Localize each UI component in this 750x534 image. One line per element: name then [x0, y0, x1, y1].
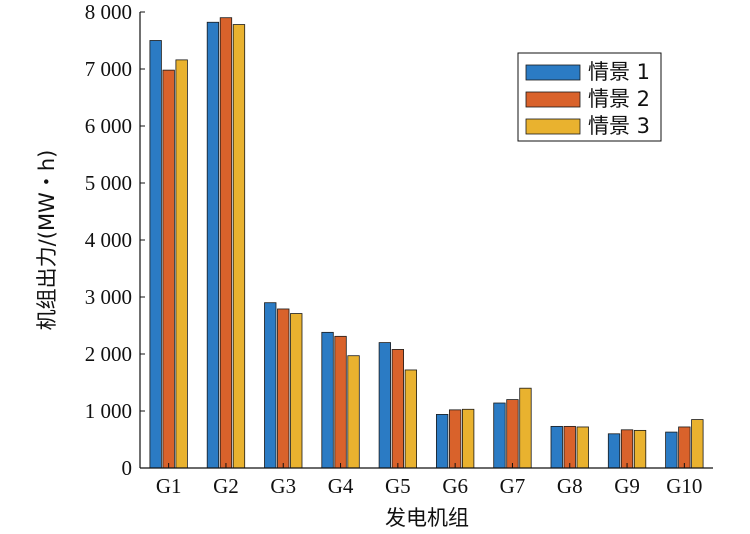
legend-label-series-3: 情景 3: [588, 114, 650, 138]
bar-g5-series-3: [404, 369, 418, 469]
legend-swatch-series-2: [525, 91, 581, 108]
x-tick-label: G10: [666, 474, 702, 498]
bar-g6-series-1: [435, 414, 449, 469]
y-tick-label: 4 000: [85, 228, 132, 252]
y-tick-label: 3 000: [85, 285, 132, 309]
legend-label-series-1: 情景 1: [588, 60, 650, 84]
x-tick-label: G1: [156, 474, 182, 498]
bar-g3-series-1: [264, 302, 277, 469]
bar-g9-series-2: [620, 429, 634, 469]
y-tick-label: 5 000: [85, 171, 132, 195]
bar-g1-series-1: [149, 40, 162, 469]
legend-swatch-series-3: [525, 118, 581, 135]
bar-g10-series-3: [691, 419, 704, 469]
y-tick-label: 1 000: [85, 399, 132, 423]
x-axis-title: 发电机组: [385, 506, 469, 530]
bar-g4-series-2: [334, 335, 347, 469]
bar-g9-series-3: [633, 429, 647, 469]
legend-swatch-series-1: [525, 64, 581, 81]
x-tick-label: G3: [270, 474, 296, 498]
bar-g8-series-2: [563, 425, 576, 469]
bar-g3-series-3: [290, 313, 303, 469]
bar-g2-series-1: [206, 21, 220, 469]
y-axis-title: 机组出力/(MW・h): [35, 150, 59, 331]
bar-g7-series-1: [493, 402, 506, 469]
x-tick-label: G9: [614, 474, 640, 498]
bar-g8-series-1: [550, 425, 563, 469]
bar-g6-series-3: [461, 408, 475, 469]
bar-g2-series-3: [232, 24, 246, 469]
bar-g1-series-3: [175, 59, 188, 469]
bar-g2-series-2: [219, 17, 233, 469]
bar-g10-series-1: [665, 431, 678, 469]
y-tick-label: 7 000: [85, 57, 132, 81]
bar-g9-series-1: [607, 433, 621, 469]
y-tick-label: 0: [122, 456, 133, 480]
x-tick-label: G5: [385, 474, 411, 498]
bar-g6-series-2: [448, 409, 462, 469]
bar-g5-series-2: [391, 349, 405, 469]
y-tick-label: 8 000: [85, 0, 132, 24]
bar-g4-series-3: [347, 355, 360, 469]
bar-g7-series-3: [519, 387, 532, 469]
ticks-group: 0 1 000 2 000 3 000 4 000 5 000 6 000 7 000 8 00…: [85, 0, 703, 498]
bar-g3-series-2: [277, 308, 290, 469]
bar-g10-series-2: [678, 426, 691, 469]
bar-g4-series-1: [321, 331, 334, 469]
y-tick-label: 2 000: [85, 342, 132, 366]
legend: 情景 1 情景 2 情景 3: [517, 52, 662, 142]
bars-group: [149, 17, 704, 469]
legend-label-series-2: 情景 2: [588, 87, 650, 111]
bar-g5-series-1: [378, 342, 392, 469]
x-tick-label: G4: [328, 474, 354, 498]
x-tick-label: G7: [500, 474, 526, 498]
y-tick-label: 6 000: [85, 114, 132, 138]
x-tick-label: G2: [213, 474, 239, 498]
x-tick-label: G6: [442, 474, 468, 498]
bar-g8-series-3: [576, 426, 589, 469]
bar-g1-series-2: [162, 69, 175, 469]
x-tick-label: G8: [557, 474, 583, 498]
bar-g7-series-2: [506, 399, 519, 469]
